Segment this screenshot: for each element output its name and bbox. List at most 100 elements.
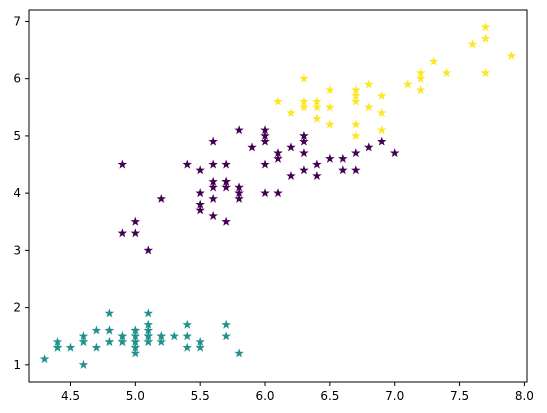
data-point xyxy=(104,308,115,318)
data-point xyxy=(286,108,296,118)
data-point xyxy=(182,159,192,169)
y-tick-label: 6 xyxy=(13,72,21,86)
data-point xyxy=(428,56,439,66)
data-point xyxy=(325,153,335,163)
data-point xyxy=(91,325,102,335)
data-point xyxy=(325,102,335,112)
data-point xyxy=(376,90,387,100)
data-point xyxy=(260,159,270,169)
data-point xyxy=(299,102,309,112)
data-point xyxy=(78,331,89,341)
data-point xyxy=(273,96,283,106)
data-point xyxy=(143,325,154,335)
y-tick-label: 7 xyxy=(13,14,21,28)
data-point xyxy=(169,331,180,341)
data-point xyxy=(260,130,270,140)
data-point xyxy=(376,125,387,135)
data-point xyxy=(91,342,102,352)
data-point xyxy=(130,331,141,341)
data-point xyxy=(260,125,270,135)
data-point xyxy=(351,90,361,100)
data-point xyxy=(143,336,154,346)
data-point xyxy=(415,73,426,83)
data-point xyxy=(376,108,387,118)
data-point xyxy=(351,96,361,106)
data-point xyxy=(415,67,426,77)
data-point xyxy=(325,85,335,95)
data-point xyxy=(208,193,218,203)
axes: 4.5 5.0 5.5 6.0 6.5 7.0 7.5 8.0 1 2 3 4 5 6 7 xyxy=(13,9,534,403)
data-point xyxy=(208,182,218,192)
y-tick-label: 1 xyxy=(13,358,21,372)
data-point xyxy=(65,342,76,352)
data-point xyxy=(195,342,205,352)
data-point xyxy=(221,159,231,169)
data-point xyxy=(480,67,491,77)
y-tick-label: 2 xyxy=(13,301,21,315)
data-point xyxy=(234,188,244,198)
data-point xyxy=(364,79,374,89)
data-point xyxy=(156,193,167,203)
data-point xyxy=(208,211,218,221)
data-point xyxy=(130,342,141,352)
data-point xyxy=(312,102,322,112)
data-point xyxy=(389,148,400,158)
data-point xyxy=(78,336,89,346)
data-point xyxy=(117,228,128,238)
data-point xyxy=(130,336,141,346)
data-point xyxy=(104,336,115,346)
x-tick-label: 6.0 xyxy=(255,389,274,403)
data-point xyxy=(39,354,50,364)
data-point xyxy=(221,182,231,192)
data-point xyxy=(143,331,154,341)
data-point xyxy=(351,130,361,140)
x-tick-label: 5.5 xyxy=(191,389,210,403)
x-tick-label: 4.5 xyxy=(61,389,80,403)
data-point xyxy=(52,336,63,346)
data-point xyxy=(208,136,218,146)
data-point xyxy=(195,165,205,175)
axes-frame xyxy=(28,9,528,383)
data-point xyxy=(312,113,322,123)
data-point xyxy=(208,176,218,186)
plot-area xyxy=(29,10,527,382)
y-tick-label: 3 xyxy=(13,243,21,257)
data-point xyxy=(130,216,141,226)
data-point xyxy=(182,331,192,341)
data-point xyxy=(338,153,348,163)
data-point xyxy=(467,39,478,49)
data-point xyxy=(143,319,154,329)
data-point xyxy=(312,96,322,106)
data-point xyxy=(299,148,309,158)
data-point xyxy=(299,165,309,175)
data-point xyxy=(273,148,283,158)
data-point xyxy=(182,342,192,352)
data-points xyxy=(39,22,517,369)
data-point xyxy=(143,308,154,318)
data-point xyxy=(273,188,283,198)
data-point xyxy=(273,153,283,163)
data-point xyxy=(299,130,309,140)
data-point xyxy=(299,73,309,83)
y-tick-label: 5 xyxy=(13,129,21,143)
data-point xyxy=(234,125,244,135)
data-point xyxy=(130,348,141,358)
data-point xyxy=(415,85,426,95)
data-point xyxy=(299,96,309,106)
data-point xyxy=(260,136,270,146)
data-point xyxy=(441,67,452,77)
data-point xyxy=(260,188,270,198)
data-point xyxy=(221,331,231,341)
data-point xyxy=(52,342,63,352)
x-tick-label: 7.5 xyxy=(450,389,469,403)
data-point xyxy=(234,193,244,203)
data-point xyxy=(286,142,296,152)
data-point xyxy=(312,170,322,181)
data-point xyxy=(351,85,361,95)
data-point xyxy=(195,336,205,346)
data-point xyxy=(221,319,231,329)
x-tick-label: 8.0 xyxy=(515,389,534,403)
data-point xyxy=(364,102,374,112)
data-point xyxy=(480,22,491,32)
data-point xyxy=(299,136,309,146)
